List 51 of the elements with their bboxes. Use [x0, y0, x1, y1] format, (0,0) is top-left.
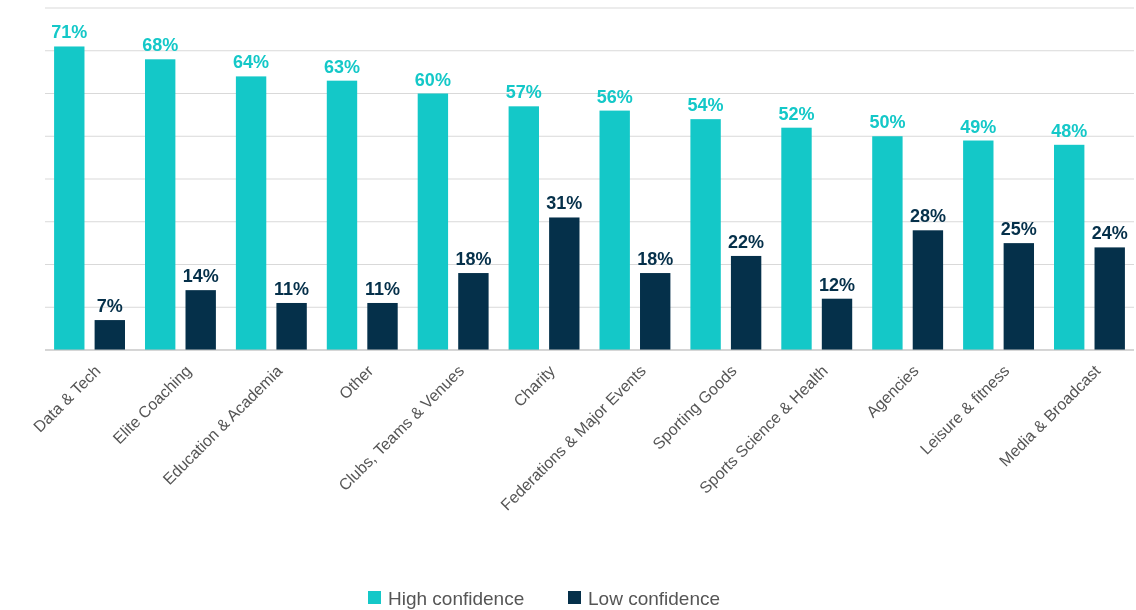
bar: [963, 140, 994, 350]
bar: [1094, 247, 1125, 350]
x-tick-label: Data & Tech: [30, 362, 104, 436]
bar: [912, 230, 944, 350]
data-label: 57%: [505, 82, 542, 103]
bar: [326, 80, 358, 350]
bar: [781, 127, 812, 350]
bar: [821, 298, 853, 350]
bar: [94, 320, 125, 350]
legend-label: High confidence: [388, 587, 525, 609]
data-label: 28%: [909, 206, 946, 227]
data-label: 11%: [274, 278, 310, 299]
data-label: 7%: [96, 296, 123, 317]
data-label: 63%: [323, 56, 360, 77]
bar: [235, 76, 267, 350]
bar: [508, 106, 539, 350]
data-label: 52%: [778, 103, 815, 124]
bar: [54, 46, 85, 350]
data-label: 50%: [869, 112, 906, 133]
data-label: 68%: [142, 35, 179, 56]
bar: [1054, 144, 1085, 350]
data-label: 71%: [51, 22, 88, 43]
bar: [185, 290, 216, 350]
bar: [417, 93, 449, 350]
data-label: 18%: [637, 249, 674, 270]
data-label: 31%: [546, 193, 583, 214]
legend-label: Low confidence: [588, 587, 721, 609]
data-label: 22%: [728, 231, 765, 252]
bar: [1003, 243, 1035, 350]
data-label: 18%: [455, 249, 492, 270]
bar: [599, 110, 630, 350]
bar: [730, 255, 762, 350]
data-label: 24%: [1091, 223, 1128, 244]
data-label: 48%: [1051, 120, 1088, 141]
data-label: 56%: [596, 86, 633, 107]
bar: [690, 119, 721, 350]
bar: [276, 302, 307, 350]
data-label: 25%: [1000, 219, 1037, 240]
data-label: 11%: [364, 278, 401, 299]
data-label: 12%: [819, 274, 856, 295]
data-label: 49%: [960, 116, 997, 137]
data-label: 14%: [182, 266, 219, 287]
bar: [144, 59, 176, 350]
bar: [640, 273, 671, 350]
bar: [367, 302, 398, 350]
bar: [458, 273, 489, 350]
data-label: 54%: [687, 95, 724, 116]
data-label: 64%: [233, 52, 270, 73]
bar: [872, 136, 903, 350]
data-label: 60%: [414, 69, 451, 90]
bar: [549, 217, 580, 350]
